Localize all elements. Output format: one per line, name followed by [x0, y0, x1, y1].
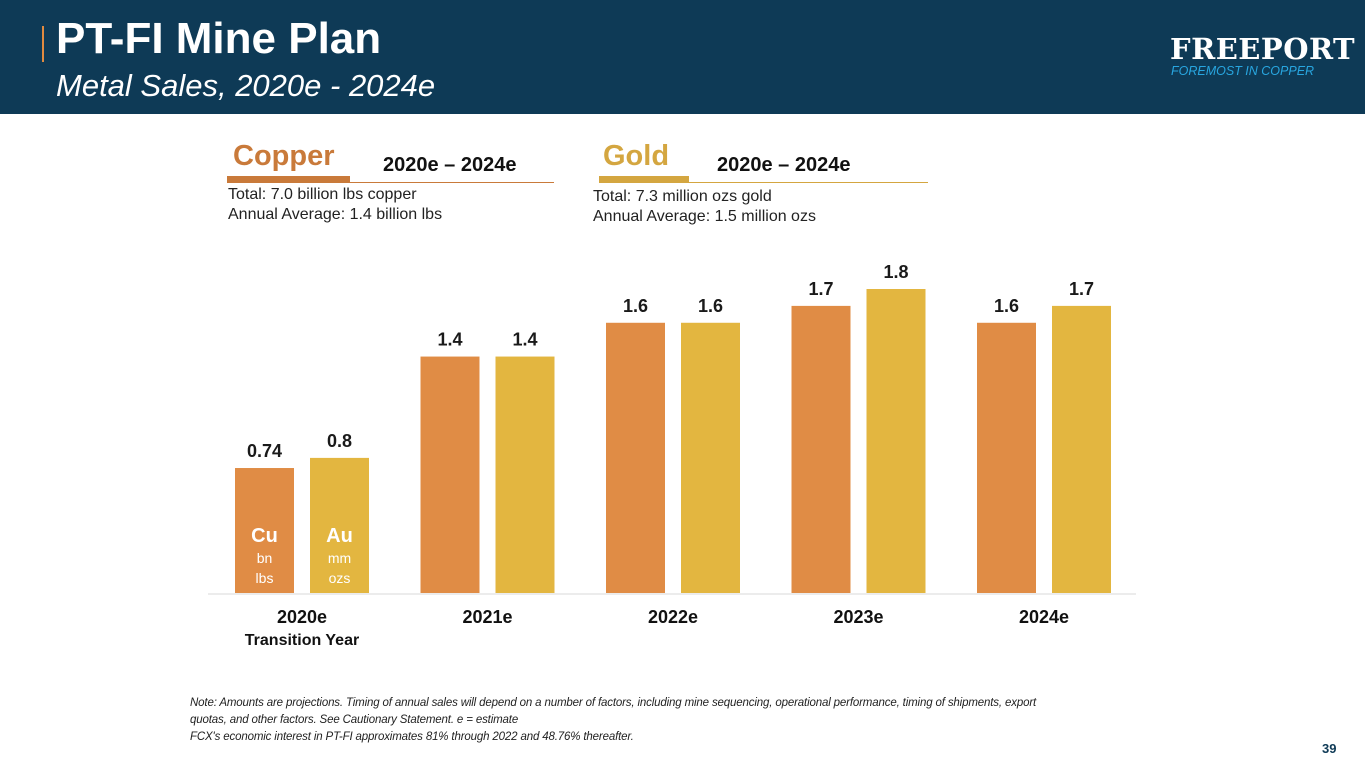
title-accent-bar — [42, 26, 44, 62]
copper-average: Annual Average: 1.4 billion lbs — [228, 206, 443, 223]
footnote-line-3: FCX's economic interest in PT-FI approxi… — [190, 731, 634, 743]
data-label-cu-2024e: 1.6 — [994, 296, 1019, 316]
copper-heading-rule — [350, 182, 554, 183]
gold-heading-bar — [599, 176, 689, 183]
logo-tagline: FOREMOST IN COPPER — [1171, 64, 1315, 78]
bar-cu-2023e — [791, 305, 851, 593]
series-unit-cu-0: bn — [257, 550, 273, 566]
page-subtitle: Metal Sales, 2020e - 2024e — [56, 68, 436, 103]
data-label-au-2020e: 0.8 — [327, 431, 352, 451]
data-label-cu-2022e: 1.6 — [623, 296, 648, 316]
copper-heading-bar — [227, 176, 350, 183]
data-label-au-2023e: 1.8 — [883, 262, 908, 282]
gold-heading: Gold — [603, 140, 670, 172]
freeport-logo: FREEPORT — [1170, 32, 1356, 66]
gold-heading-rule — [689, 182, 928, 183]
header-banner — [0, 0, 1365, 114]
bar-cu-2020e — [235, 468, 294, 593]
series-unit-au-1: ozs — [329, 570, 351, 586]
series-unit-au-0: mm — [328, 550, 351, 566]
copper-range: 2020e – 2024e — [383, 154, 517, 176]
bar-au-2021e — [495, 356, 555, 593]
x-tick-sublabel-2020e: Transition Year — [245, 632, 359, 649]
bar-au-2023e — [866, 289, 926, 593]
footnote-line-2: quotas, and other factors. See Cautionar… — [190, 714, 519, 726]
gold-total: Total: 7.3 million ozs gold — [593, 188, 772, 205]
series-unit-cu-1: lbs — [256, 570, 274, 586]
gold-average: Annual Average: 1.5 million ozs — [593, 208, 816, 225]
x-tick-label-2024e: 2024e — [1019, 607, 1069, 627]
data-label-au-2022e: 1.6 — [698, 296, 723, 316]
bar-au-2024e — [1052, 305, 1111, 593]
data-label-cu-2021e: 1.4 — [437, 330, 462, 350]
bar-au-2022e — [681, 322, 740, 593]
data-label-cu-2023e: 1.7 — [808, 279, 833, 299]
x-tick-label-2020e: 2020e — [277, 607, 327, 627]
page-number: 39 — [1322, 741, 1337, 756]
data-label-au-2021e: 1.4 — [512, 330, 537, 350]
x-tick-label-2023e: 2023e — [833, 607, 883, 627]
data-label-au-2024e: 1.7 — [1069, 279, 1094, 299]
x-tick-label-2022e: 2022e — [648, 607, 698, 627]
bar-cu-2021e — [420, 356, 480, 593]
page-title: PT-FI Mine Plan — [56, 14, 382, 63]
gold-range: 2020e – 2024e — [717, 154, 851, 176]
bar-cu-2024e — [977, 322, 1036, 593]
copper-heading: Copper — [233, 140, 335, 172]
bar-cu-2022e — [606, 322, 665, 593]
x-tick-label-2021e: 2021e — [462, 607, 512, 627]
footnote-line-1: Note: Amounts are projections. Timing of… — [190, 697, 1037, 709]
bar-au-2020e — [310, 457, 369, 593]
copper-total: Total: 7.0 billion lbs copper — [228, 186, 417, 203]
series-label-au: Au — [326, 525, 353, 547]
series-label-cu: Cu — [251, 525, 278, 547]
data-label-cu-2020e: 0.74 — [247, 441, 282, 461]
